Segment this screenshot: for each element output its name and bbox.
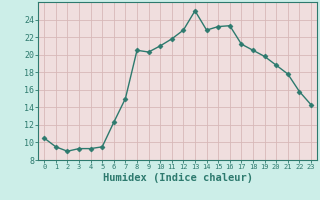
- X-axis label: Humidex (Indice chaleur): Humidex (Indice chaleur): [103, 173, 252, 183]
